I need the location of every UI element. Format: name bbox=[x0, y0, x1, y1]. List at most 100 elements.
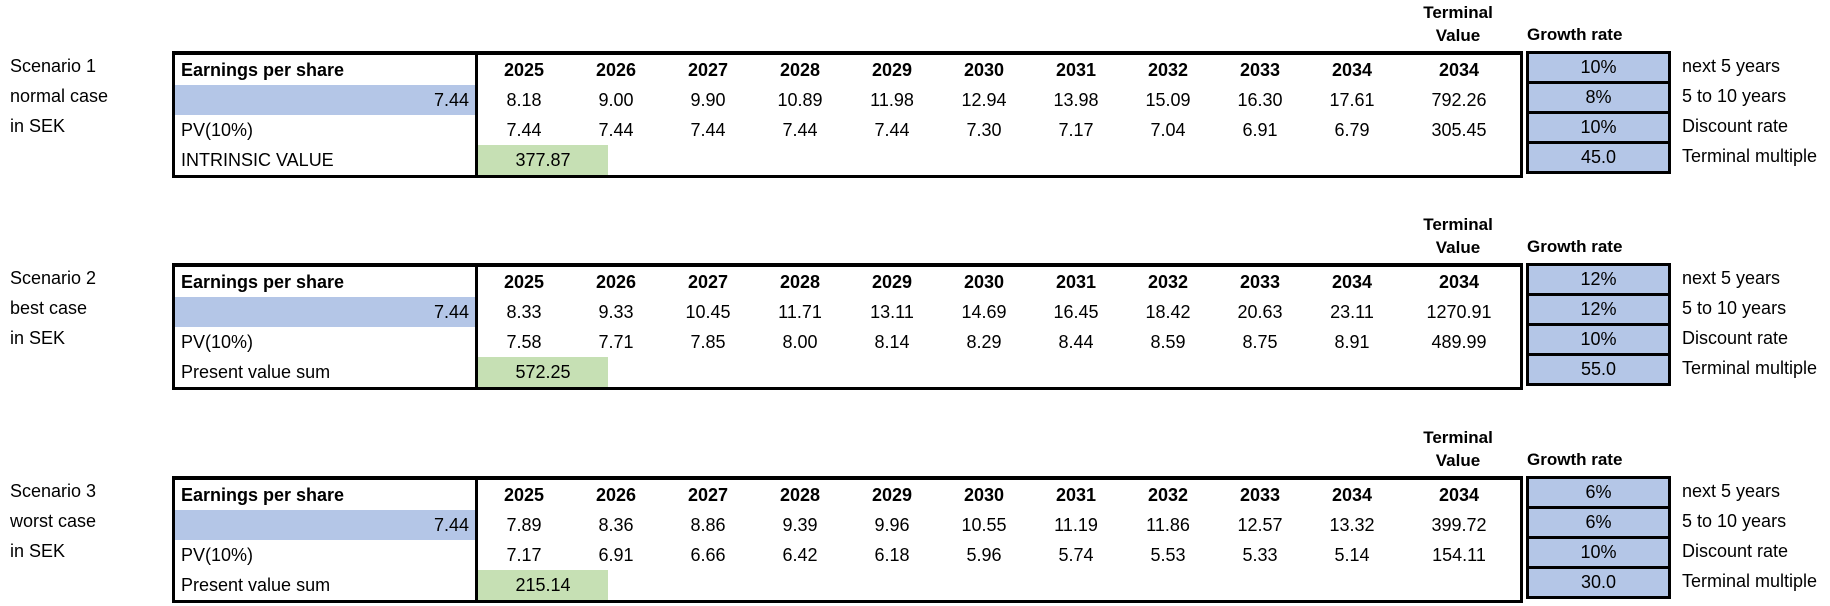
scenario-1-parameter-labels: next 5 years 5 to 10 years Discount rate… bbox=[1682, 51, 1817, 171]
param-growth-5to10-value[interactable]: 12% bbox=[1526, 293, 1671, 326]
terminal-value-header-line2: Value bbox=[1435, 451, 1481, 470]
scenario-currency-label: in SEK bbox=[10, 116, 66, 136]
base-eps-cell[interactable]: 7.44 bbox=[175, 510, 478, 540]
eps-value: 14.69 bbox=[961, 302, 1007, 322]
scenario-3-parameter-labels: next 5 years 5 to 10 years Discount rate… bbox=[1682, 476, 1817, 596]
eps-value: 11.19 bbox=[1054, 515, 1098, 535]
eps-value: 23.11 bbox=[1330, 302, 1374, 322]
eps-value: 18.42 bbox=[1145, 302, 1191, 322]
pv-value: 5.74 bbox=[1058, 545, 1094, 565]
base-eps-cell[interactable]: 7.44 bbox=[175, 85, 478, 115]
pv-value: 8.29 bbox=[966, 332, 1002, 352]
eps-terminal-value: 792.26 bbox=[1431, 90, 1487, 110]
eps-value: 10.55 bbox=[961, 515, 1007, 535]
terminal-year-header: 2034 bbox=[1438, 272, 1480, 292]
year-header: 2028 bbox=[779, 485, 821, 505]
pv-value: 5.33 bbox=[1242, 545, 1278, 565]
param-discount-rate-label: Discount rate bbox=[1682, 116, 1789, 136]
pv-value: 5.14 bbox=[1334, 545, 1370, 565]
pv-value: 7.04 bbox=[1150, 120, 1186, 140]
terminal-value-header: Terminal Value bbox=[1397, 213, 1519, 259]
eps-value: 11.71 bbox=[778, 302, 822, 322]
param-growth-next5-label: next 5 years bbox=[1682, 56, 1781, 76]
param-growth-next5-value[interactable]: 12% bbox=[1526, 263, 1671, 296]
param-discount-rate-value[interactable]: 10% bbox=[1526, 323, 1671, 356]
eps-value: 10.45 bbox=[685, 302, 731, 322]
param-growth-next5-label: next 5 years bbox=[1682, 481, 1781, 501]
param-growth-next5-value[interactable]: 6% bbox=[1526, 476, 1671, 509]
eps-value: 13.32 bbox=[1329, 515, 1375, 535]
year-header: 2026 bbox=[595, 60, 637, 80]
year-header: 2027 bbox=[687, 60, 729, 80]
pv-value: 7.71 bbox=[598, 332, 634, 352]
sum-row-header: Present value sum bbox=[175, 357, 478, 387]
pv-value: 7.58 bbox=[506, 332, 542, 352]
sum-value: 215.14 bbox=[478, 570, 608, 600]
pv-value: 7.44 bbox=[690, 120, 726, 140]
eps-value: 11.98 bbox=[870, 90, 914, 110]
pv-value: 6.79 bbox=[1334, 120, 1370, 140]
param-growth-5to10-value[interactable]: 8% bbox=[1526, 81, 1671, 114]
pv-value: 7.17 bbox=[506, 545, 542, 565]
scenario-2-left-labels: Scenario 2 best case in SEK bbox=[10, 263, 96, 353]
terminal-year-header: 2034 bbox=[1438, 60, 1480, 80]
param-growth-5to10-label: 5 to 10 years bbox=[1682, 511, 1787, 531]
sum-row: Present value sum 572.25 bbox=[175, 357, 1520, 387]
pv-value: 6.66 bbox=[690, 545, 726, 565]
scenario-title: Scenario 3 bbox=[10, 481, 97, 501]
year-header: 2033 bbox=[1239, 60, 1281, 80]
pv-value: 7.44 bbox=[782, 120, 818, 140]
param-terminal-multiple-value[interactable]: 55.0 bbox=[1526, 353, 1671, 386]
year-header: 2032 bbox=[1147, 272, 1189, 292]
base-eps-cell[interactable]: 7.44 bbox=[175, 297, 478, 327]
param-discount-rate-label: Discount rate bbox=[1682, 328, 1789, 348]
sum-row: INTRINSIC VALUE 377.87 bbox=[175, 145, 1520, 175]
eps-row: 7.44 8.18 9.00 9.90 10.89 11.98 12.94 13… bbox=[175, 85, 1520, 115]
sum-value-cell: 215.14 bbox=[478, 570, 1520, 600]
year-header: 2033 bbox=[1239, 485, 1281, 505]
scenario-currency-label: in SEK bbox=[10, 328, 66, 348]
scenario-case-label: worst case bbox=[10, 511, 97, 531]
year-header: 2031 bbox=[1055, 485, 1097, 505]
pv-value: 8.14 bbox=[874, 332, 910, 352]
param-terminal-multiple-label: Terminal multiple bbox=[1682, 571, 1818, 591]
year-header: 2025 bbox=[503, 272, 545, 292]
param-discount-rate-value[interactable]: 10% bbox=[1526, 111, 1671, 144]
eps-value: 8.18 bbox=[506, 90, 542, 110]
eps-value: 9.00 bbox=[598, 90, 634, 110]
scenario-3-left-labels: Scenario 3 worst case in SEK bbox=[10, 476, 96, 566]
sum-row-header: INTRINSIC VALUE bbox=[175, 145, 478, 175]
eps-terminal-value: 1270.91 bbox=[1426, 302, 1492, 322]
scenario-2-block: Scenario 2 best case in SEK Terminal Val… bbox=[0, 212, 1830, 424]
pv-value: 7.44 bbox=[598, 120, 634, 140]
scenario-2-parameter-cells: 12% 12% 10% 55.0 bbox=[1526, 263, 1671, 386]
param-growth-5to10-value[interactable]: 6% bbox=[1526, 506, 1671, 539]
param-growth-next5-value[interactable]: 10% bbox=[1526, 51, 1671, 84]
pv-row-header: PV(10%) bbox=[175, 327, 478, 357]
pv-value: 8.00 bbox=[782, 332, 818, 352]
year-header-row: Earnings per share 2025 2026 2027 2028 2… bbox=[175, 267, 1520, 297]
scenario-title: Scenario 1 bbox=[10, 56, 97, 76]
param-discount-rate-value[interactable]: 10% bbox=[1526, 536, 1671, 569]
scenario-2-parameter-labels: next 5 years 5 to 10 years Discount rate… bbox=[1682, 263, 1817, 383]
year-header: 2026 bbox=[595, 272, 637, 292]
eps-value: 8.86 bbox=[690, 515, 726, 535]
year-header: 2030 bbox=[963, 485, 1005, 505]
scenario-case-label: normal case bbox=[10, 86, 109, 106]
param-growth-next5-label: next 5 years bbox=[1682, 268, 1781, 288]
eps-row-header: Earnings per share bbox=[175, 267, 478, 297]
eps-value: 7.89 bbox=[506, 515, 542, 535]
year-header: 2027 bbox=[687, 272, 729, 292]
terminal-value-header-line1: Terminal bbox=[1423, 428, 1493, 447]
sum-value: 377.87 bbox=[478, 145, 608, 175]
param-terminal-multiple-value[interactable]: 45.0 bbox=[1526, 141, 1671, 174]
param-terminal-multiple-label: Terminal multiple bbox=[1682, 358, 1818, 378]
scenario-title: Scenario 2 bbox=[10, 268, 97, 288]
eps-terminal-value: 399.72 bbox=[1431, 515, 1487, 535]
pv-value: 8.59 bbox=[1150, 332, 1186, 352]
eps-value: 13.98 bbox=[1053, 90, 1099, 110]
eps-value: 11.86 bbox=[1146, 515, 1190, 535]
param-terminal-multiple-value[interactable]: 30.0 bbox=[1526, 566, 1671, 599]
eps-row: 7.44 8.33 9.33 10.45 11.71 13.11 14.69 1… bbox=[175, 297, 1520, 327]
pv-row: PV(10%) 7.17 6.91 6.66 6.42 6.18 5.96 5.… bbox=[175, 540, 1520, 570]
